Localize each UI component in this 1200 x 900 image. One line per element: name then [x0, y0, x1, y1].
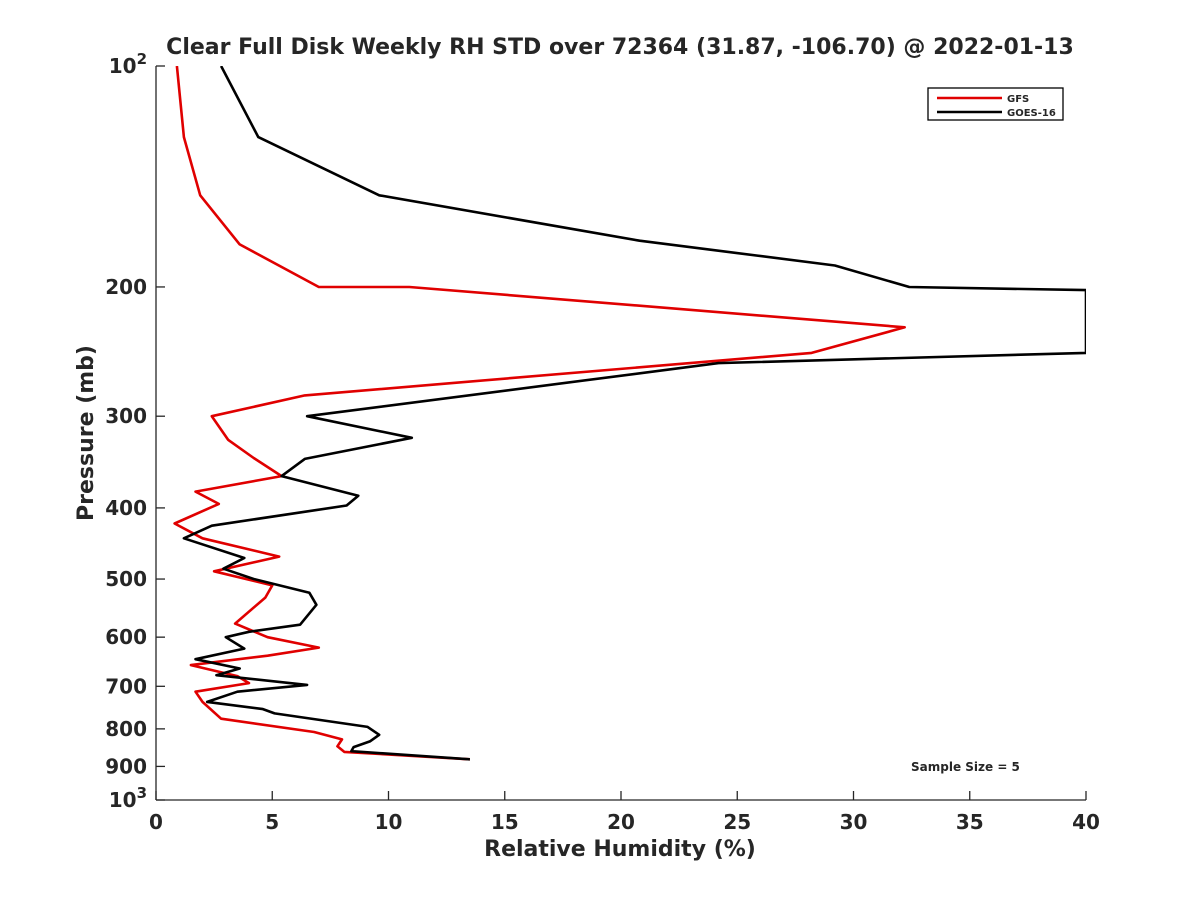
plot-area: 0 5 10 15 20 25 30 35 40 102 200 300 400 500 600 700 80… — [105, 50, 1100, 834]
x-tick-label: 40 — [1072, 810, 1100, 834]
y-tick-label: 900 — [105, 754, 147, 778]
x-ticks: 0 5 10 15 20 25 30 35 40 — [149, 791, 1100, 834]
axes — [155, 66, 1086, 801]
series-line-goes-16 — [182, 66, 1086, 761]
y-tick-label: 500 — [105, 567, 147, 591]
series-layer — [173, 66, 1086, 761]
y-tick-label: 103 — [109, 784, 147, 812]
x-tick-label: 20 — [607, 810, 635, 834]
x-axis-label: Relative Humidity (%) — [484, 837, 756, 862]
x-tick-label: 15 — [491, 810, 519, 834]
y-tick-label: 600 — [105, 625, 147, 649]
y-tick-label: 400 — [105, 496, 147, 520]
series-line-gfs — [173, 66, 906, 761]
y-tick-label: 700 — [105, 674, 147, 698]
legend-label: GOES-16 — [1007, 108, 1056, 119]
x-tick-label: 10 — [375, 810, 403, 834]
y-tick-label: 200 — [105, 275, 147, 299]
x-tick-label: 25 — [723, 810, 751, 834]
y-tick-label: 102 — [109, 50, 147, 78]
y-axis-label: Pressure (mb) — [74, 345, 99, 521]
legend-box — [927, 87, 1064, 121]
legend: GFS GOES-16 — [927, 87, 1064, 121]
y-tick-label: 800 — [105, 717, 147, 741]
chart-title: Clear Full Disk Weekly RH STD over 72364… — [166, 35, 1074, 60]
sample-size-annotation: Sample Size = 5 — [911, 760, 1020, 774]
y-tick-label: 300 — [105, 404, 147, 428]
x-tick-label: 0 — [149, 810, 163, 834]
x-tick-label: 5 — [265, 810, 279, 834]
x-tick-label: 30 — [840, 810, 868, 834]
x-tick-label: 35 — [956, 810, 984, 834]
y-ticks: 102 200 300 400 500 600 700 800 900 103 — [105, 50, 165, 812]
legend-label: GFS — [1007, 94, 1029, 105]
